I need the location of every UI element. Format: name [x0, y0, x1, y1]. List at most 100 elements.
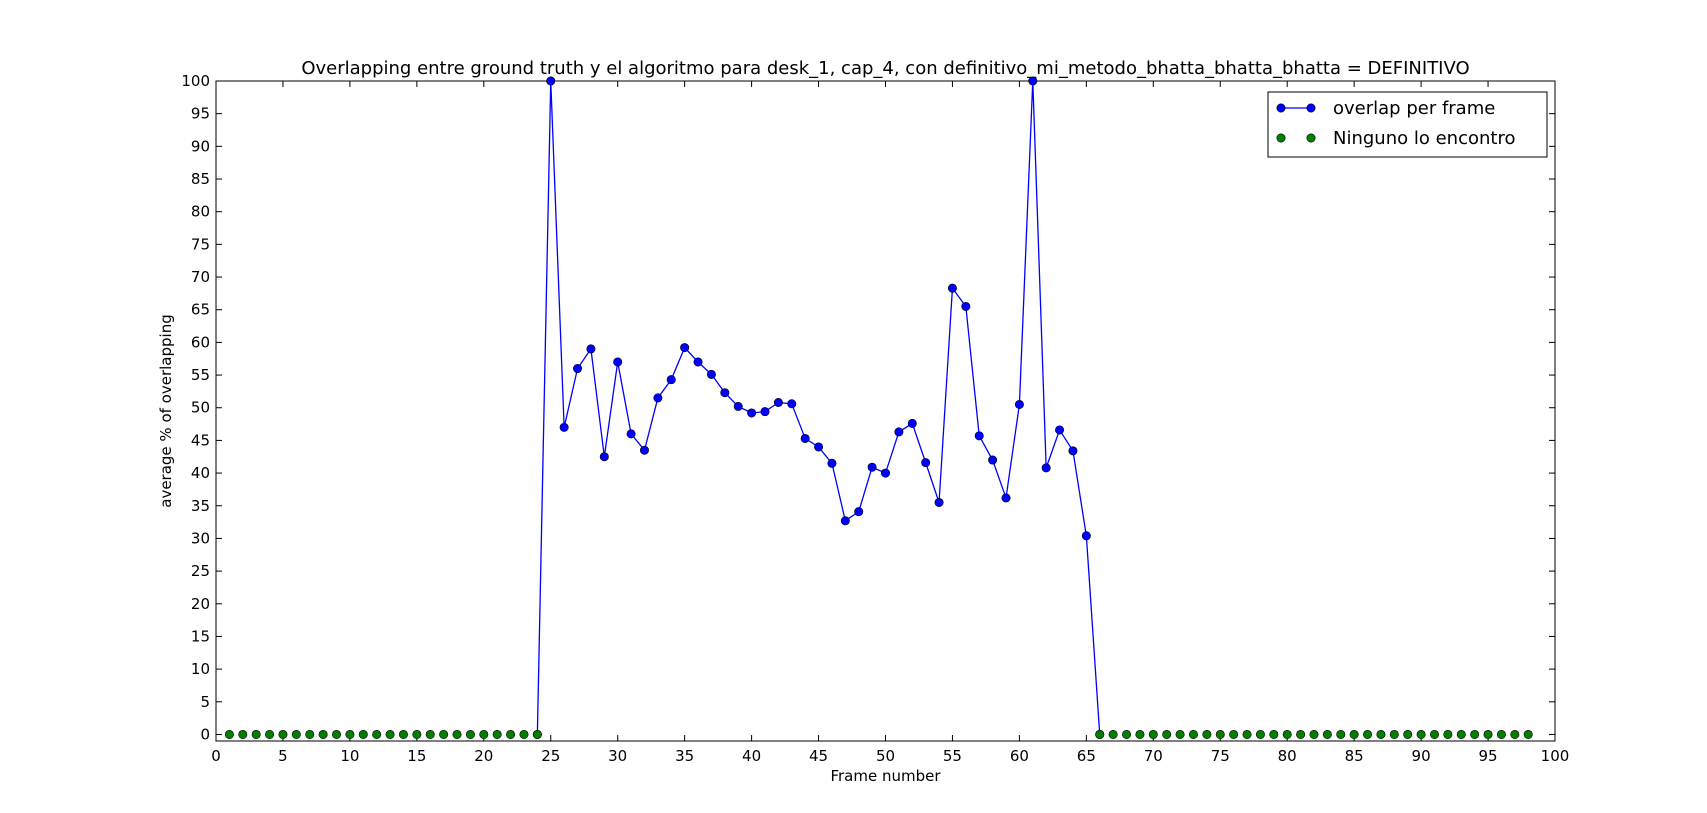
data-point: [974, 431, 984, 441]
series-layer: [224, 76, 1533, 739]
x-tick-label: 65: [1077, 747, 1096, 765]
data-point: [1162, 729, 1172, 739]
y-axis-label: average % of overlapping: [157, 314, 175, 507]
data-point: [1363, 729, 1373, 739]
y-tick-label: 0: [200, 725, 210, 743]
data-point: [1296, 729, 1306, 739]
data-point: [880, 468, 890, 478]
data-point: [773, 398, 783, 408]
y-tick-label: 80: [191, 203, 210, 221]
x-tick-label: 10: [340, 747, 359, 765]
data-point: [814, 442, 824, 452]
data-point: [1376, 729, 1386, 739]
y-tick-label: 40: [191, 464, 210, 482]
data-point: [1523, 729, 1533, 739]
data-point: [479, 729, 489, 739]
data-point: [867, 462, 877, 472]
data-point: [1322, 729, 1332, 739]
data-point: [318, 729, 328, 739]
x-tick-label: 5: [278, 747, 288, 765]
y-tick-label: 30: [191, 529, 210, 547]
y-tick-label: 70: [191, 268, 210, 286]
data-point: [947, 283, 957, 293]
data-point: [238, 729, 248, 739]
x-tick-label: 95: [1479, 747, 1498, 765]
data-point: [1255, 729, 1265, 739]
data-point: [626, 429, 636, 439]
data-point: [559, 422, 569, 432]
data-point: [733, 401, 743, 411]
plot-area: [215, 80, 1556, 742]
data-point: [1041, 463, 1051, 473]
data-point: [894, 427, 904, 437]
data-point: [1148, 729, 1158, 739]
y-tick-label: 20: [191, 595, 210, 613]
data-point: [1028, 76, 1038, 86]
y-tick-label: 100: [181, 72, 210, 90]
data-point: [332, 729, 342, 739]
data-point: [1175, 729, 1185, 739]
data-point: [1510, 729, 1520, 739]
x-tick-label: 100: [1541, 747, 1570, 765]
y-tick-label: 50: [191, 399, 210, 417]
data-point: [398, 729, 408, 739]
legend-marker: [1306, 133, 1316, 143]
y-axis: 0 5 10 15 20 25 30 35 40 45 50 55 60 65 70 75 80 85 90 95 10…: [181, 72, 1555, 743]
data-point: [1416, 729, 1426, 739]
y-tick-label: 55: [191, 366, 210, 384]
x-tick-label: 55: [943, 747, 962, 765]
data-point: [680, 343, 690, 353]
data-point: [1081, 531, 1091, 541]
x-tick-label: 85: [1345, 747, 1364, 765]
data-point: [666, 375, 676, 385]
y-tick-label: 25: [191, 562, 210, 580]
data-point: [720, 388, 730, 398]
x-tick-label: 50: [876, 747, 895, 765]
data-point: [265, 729, 275, 739]
x-tick-label: 40: [742, 747, 761, 765]
y-tick-label: 10: [191, 660, 210, 678]
data-point: [586, 344, 596, 354]
data-point: [1483, 729, 1493, 739]
data-point: [1108, 729, 1118, 739]
data-point: [1429, 729, 1439, 739]
data-point: [465, 729, 475, 739]
data-point: [1001, 493, 1011, 503]
x-tick-label: 80: [1278, 747, 1297, 765]
data-point: [251, 729, 261, 739]
data-point: [1269, 729, 1279, 739]
x-tick-label: 15: [407, 747, 426, 765]
data-point: [693, 357, 703, 367]
data-point: [800, 433, 810, 443]
legend: overlap per frame Ninguno lo encontro: [1267, 91, 1548, 158]
data-point: [1389, 729, 1399, 739]
data-point: [988, 455, 998, 465]
y-tick-label: 75: [191, 235, 210, 253]
data-point: [492, 729, 502, 739]
x-tick-label: 30: [608, 747, 627, 765]
data-point: [1055, 425, 1065, 435]
y-tick-label: 85: [191, 170, 210, 188]
data-point: [961, 301, 971, 311]
data-point: [506, 729, 516, 739]
data-point: [1403, 729, 1413, 739]
data-point: [1496, 729, 1506, 739]
data-point: [278, 729, 288, 739]
data-point: [1135, 729, 1145, 739]
data-point: [639, 445, 649, 455]
data-point: [747, 408, 757, 418]
data-point: [345, 729, 355, 739]
data-point: [827, 458, 837, 468]
x-tick-label: 25: [541, 747, 560, 765]
x-tick-label: 75: [1211, 747, 1230, 765]
data-point: [840, 516, 850, 526]
data-point: [599, 452, 609, 462]
data-point: [1309, 729, 1319, 739]
legend-label: Ninguno lo encontro: [1333, 128, 1515, 149]
data-point: [787, 399, 797, 409]
y-tick-label: 15: [191, 627, 210, 645]
x-tick-label: 70: [1144, 747, 1163, 765]
legend-marker: [1276, 133, 1286, 143]
data-point: [1215, 729, 1225, 739]
